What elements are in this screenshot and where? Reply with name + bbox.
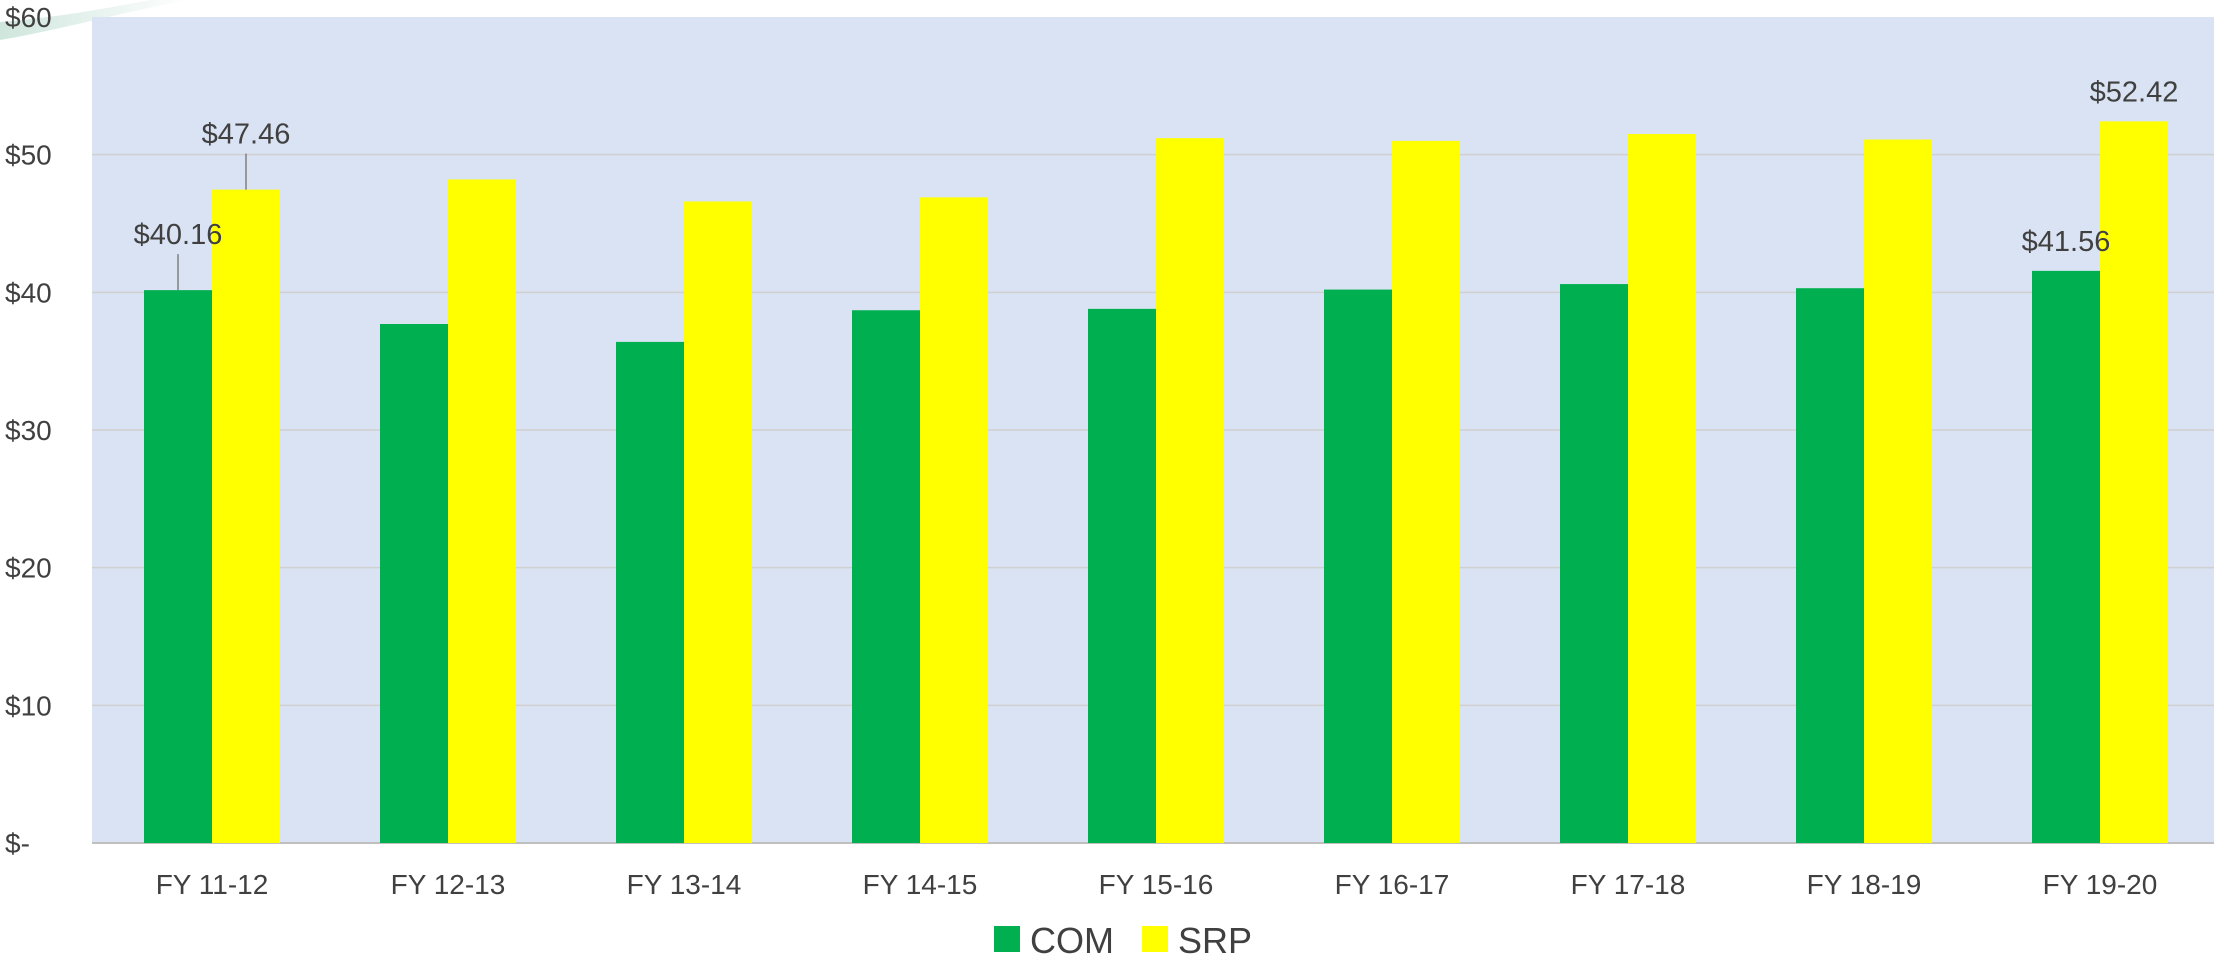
data-label: $52.42 [2090,76,2179,108]
bar-com-fy-18-19 [1796,288,1864,843]
legend-label-com: COM [1030,920,1114,961]
legend-swatch-srp [1142,926,1168,952]
bar-com-fy-14-15 [852,310,920,844]
y-tick-label: $40 [5,277,52,308]
legend-swatch-com [994,926,1020,952]
x-tick-label: FY 12-13 [391,869,506,900]
bar-srp-fy-19-20 [2100,121,2168,844]
bar-com-fy-13-14 [616,341,684,843]
bar-com-fy-16-17 [1324,289,1392,844]
y-tick-label: $30 [5,415,52,446]
bar-srp-fy-15-16 [1156,138,1224,843]
bar-srp-fy-13-14 [684,201,752,843]
legend: COM SRP [994,920,1252,961]
bar-com-fy-17-18 [1560,284,1628,843]
bar-com-fy-11-12 [144,290,212,843]
x-tick-label: FY 15-16 [1099,869,1214,900]
x-tick-label: FY 14-15 [863,869,978,900]
data-label: $47.46 [202,119,291,151]
y-tick-label: $20 [5,553,52,584]
bar-srp-fy-17-18 [1628,134,1696,843]
x-tick-label: FY 19-20 [2043,869,2158,900]
bar-srp-fy-11-12 [212,189,280,843]
data-label: $41.56 [2022,226,2111,258]
data-label: $40.16 [134,219,223,251]
y-axis-tick-labels: $- $10 $20 $30 $40 $50 $60 [5,2,52,859]
x-tick-label: FY 11-12 [156,869,269,900]
data-labels: $40.16 $47.46 $41.56 $52.42 [134,76,2179,291]
x-tick-label: FY 16-17 [1335,869,1450,900]
legend-label-srp: SRP [1178,920,1252,961]
y-tick-label: $10 [5,690,52,721]
y-tick-label: $- [5,828,30,859]
y-tick-label: $50 [5,140,52,171]
bar-srp-fy-16-17 [1392,140,1460,843]
bar-srp-fy-14-15 [920,197,988,844]
x-axis-tick-labels: FY 11-12 FY 12-13 FY 13-14 FY 14-15 FY 15-16… [156,869,2158,900]
y-tick-label: $60 [5,2,52,33]
bar-com-fy-12-13 [380,323,448,843]
x-tick-label: FY 17-18 [1571,869,1686,900]
bar-com-fy-15-16 [1088,308,1156,843]
bar-com-fy-19-20 [2032,270,2100,844]
x-tick-label: FY 13-14 [627,869,742,900]
x-tick-label: FY 18-19 [1807,869,1922,900]
bars [144,121,2168,844]
bar-srp-fy-18-19 [1864,139,1932,844]
bar-srp-fy-12-13 [448,179,516,844]
